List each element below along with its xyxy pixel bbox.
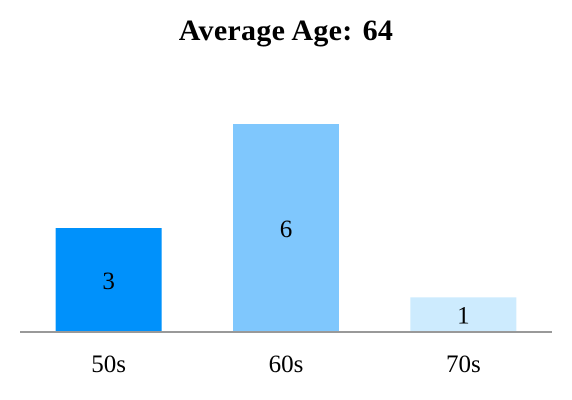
chart-title-value: 64 xyxy=(362,14,394,47)
x-tick-label-70s: 70s xyxy=(446,351,481,378)
bar-value-label-60s: 6 xyxy=(280,216,293,243)
bar-50s xyxy=(55,228,162,332)
x-tick-label-50s: 50s xyxy=(91,351,126,378)
bar-60s xyxy=(233,124,339,332)
chart-title-text: Average Age: xyxy=(178,14,353,47)
bar-value-label-70s: 1 xyxy=(457,303,470,330)
chart-title: Average Age: 64 xyxy=(0,14,572,48)
bar-70s xyxy=(410,297,517,332)
x-tick-labels: 50s 60s 70s xyxy=(91,351,480,378)
bar-value-label-50s: 3 xyxy=(102,268,115,295)
x-tick-label-60s: 60s xyxy=(269,351,304,378)
bars-group: 3 6 1 xyxy=(55,124,517,332)
